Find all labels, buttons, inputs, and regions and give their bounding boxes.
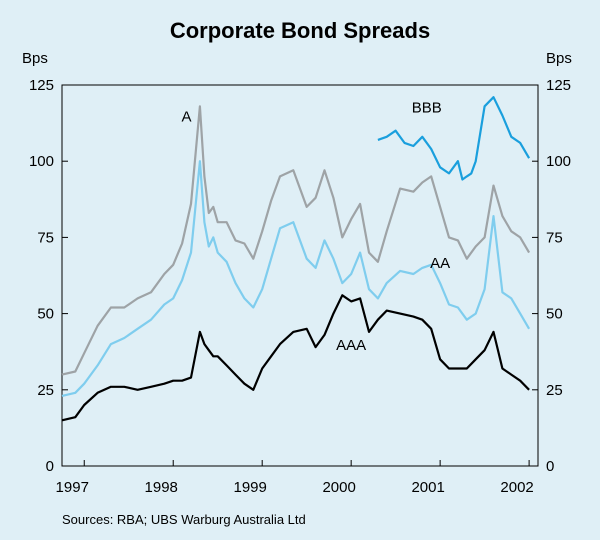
y-tick-label-right-125: 125	[546, 77, 571, 94]
y-tick-label-right-25: 25	[546, 382, 563, 399]
series-label-a: A	[182, 109, 192, 126]
series-line-aa	[61, 160, 531, 397]
chart-title: Corporate Bond Spreads	[169, 18, 431, 43]
y-tick-label-right-50: 50	[546, 306, 563, 323]
y-tick-label-left-50: 50	[37, 306, 54, 323]
x-tick-label-1999: 1999	[233, 479, 266, 496]
series-line-aaa	[61, 294, 530, 422]
x-tick-label-2002: 2002	[500, 479, 533, 496]
y-tick-label-right-75: 75	[546, 229, 563, 246]
plot-frame	[61, 84, 539, 467]
y-tick-label-left-75: 75	[37, 229, 54, 246]
y-tick-label-left-25: 25	[37, 382, 54, 399]
series-line-a	[61, 105, 531, 376]
x-tick-label-2000: 2000	[322, 479, 355, 496]
y-tick-label-right-100: 100	[546, 153, 571, 170]
left-axis-unit: Bps	[22, 50, 48, 67]
y-tick-label-left-100: 100	[29, 153, 54, 170]
series-label-bbb: BBB	[412, 99, 442, 116]
x-tick-label-1998: 1998	[145, 479, 178, 496]
y-tick-label-right-0: 0	[546, 458, 554, 475]
source-note: Sources: RBA; UBS Warburg Australia Ltd	[62, 512, 306, 527]
series-label-aa: AA	[430, 255, 450, 272]
x-tick-label-1997: 1997	[56, 479, 89, 496]
series-line-bbb	[377, 96, 531, 181]
x-tick-label-2001: 2001	[411, 479, 444, 496]
y-tick-label-left-0: 0	[46, 458, 54, 475]
right-axis-unit: Bps	[546, 50, 572, 67]
series-label-aaa: AAA	[336, 337, 366, 354]
y-tick-label-left-125: 125	[29, 77, 54, 94]
